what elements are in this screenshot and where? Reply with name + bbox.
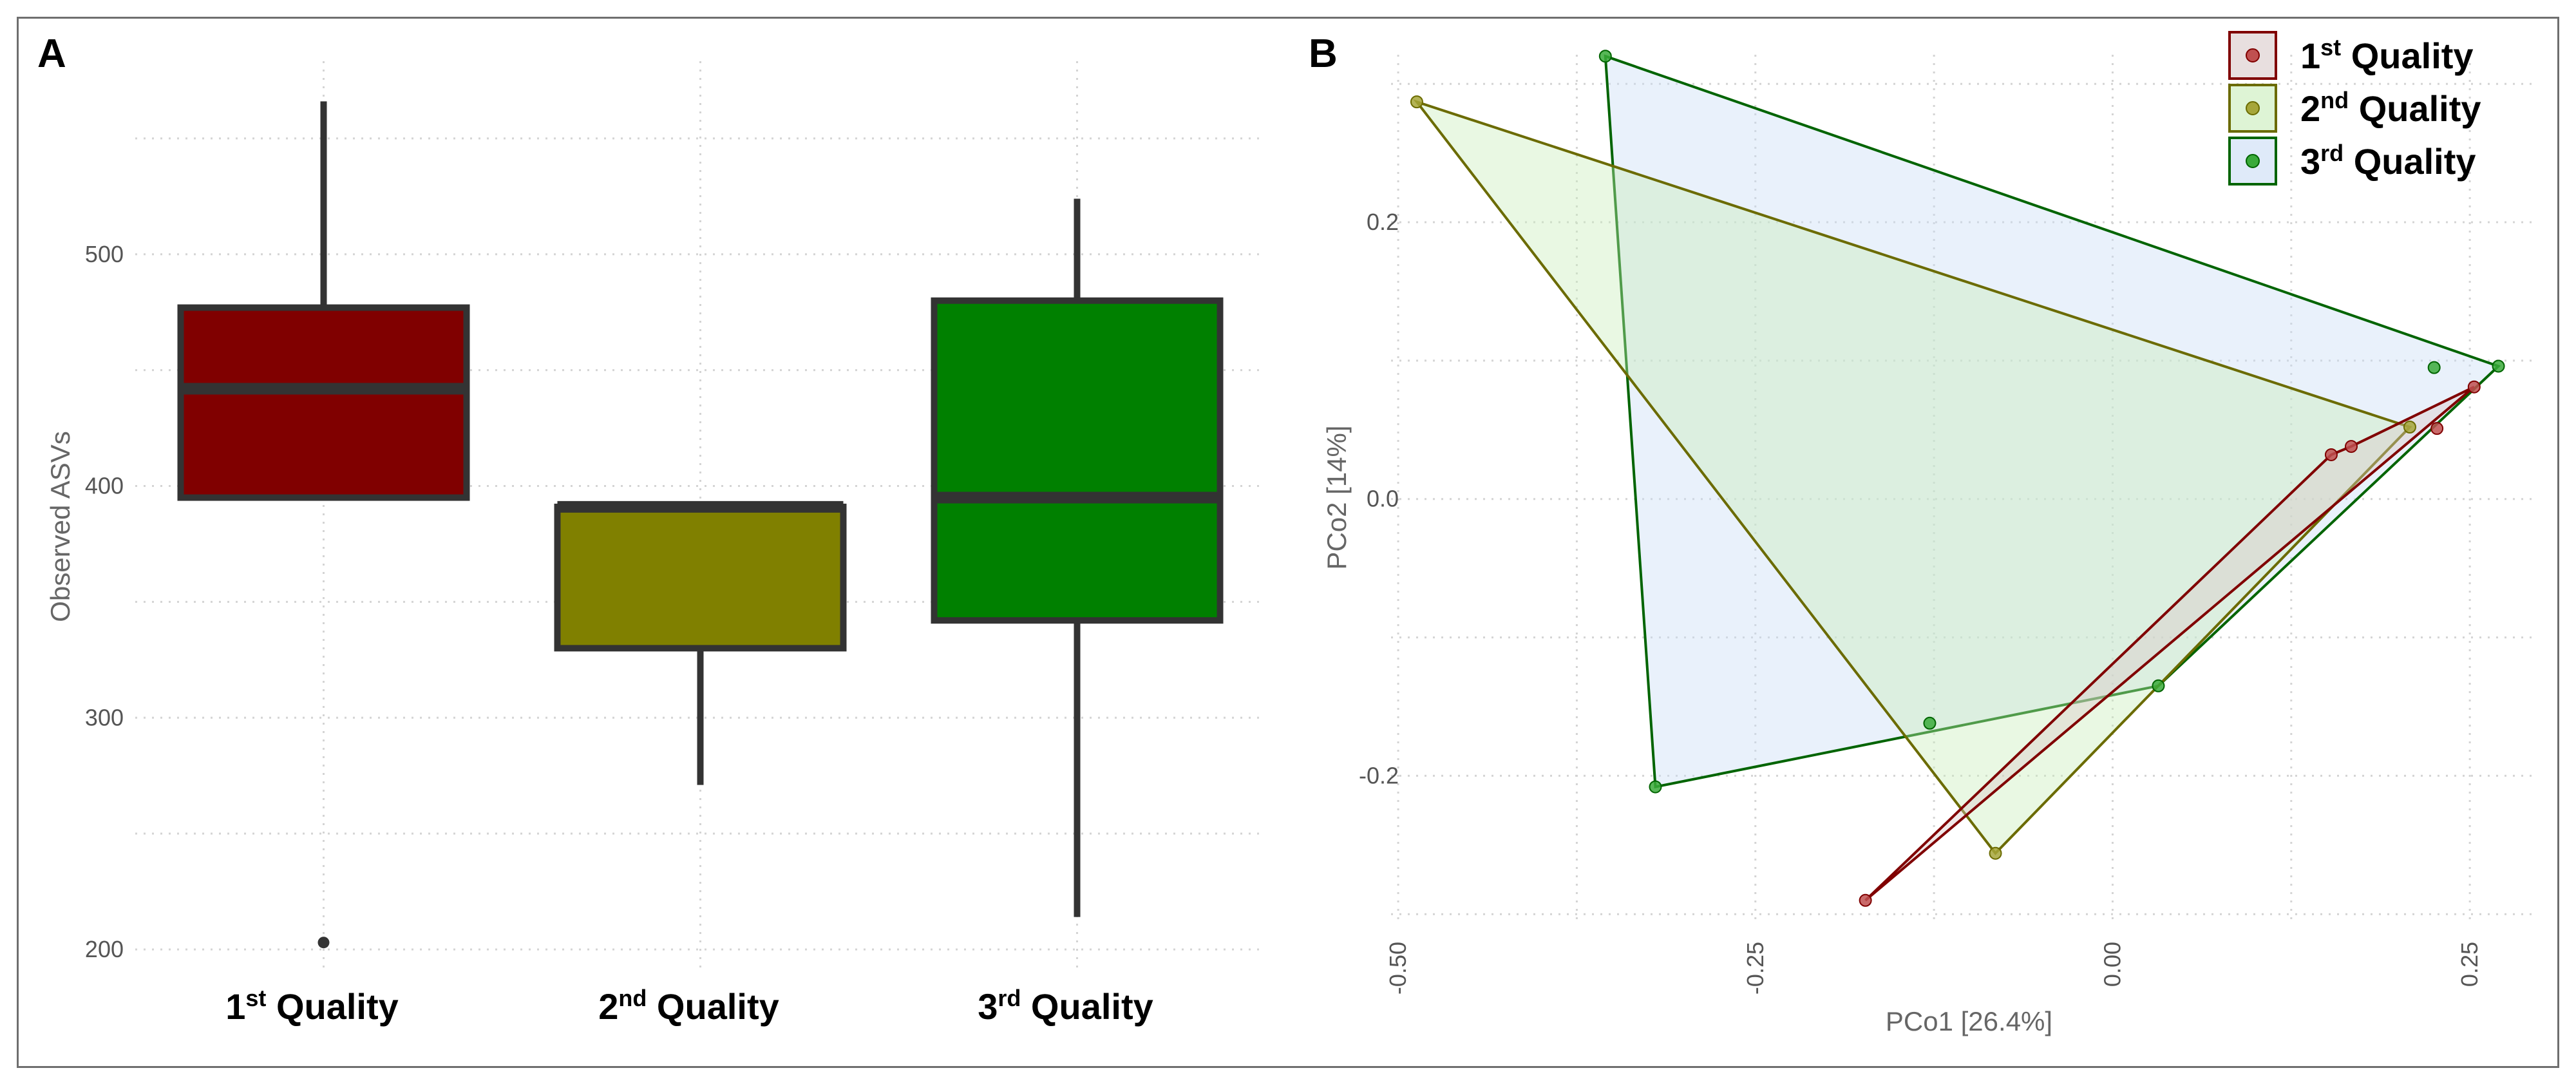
legend-key [2228,137,2277,186]
panel-b-x-axis-title: PCo1 [26.4%] [1886,1006,2052,1036]
panel-b-point [1989,846,2002,860]
panel-b-x-tick-label: -0.50 [1385,942,1411,995]
panel-b-hulls [1413,54,2501,902]
panel-a-category-label: 2nd Quality [598,985,779,1027]
panel-b-ticks: -0.2 0.0 0.2 -0.50 -0.25 0.00 0.25 [1359,209,2483,995]
panel-b-point [1859,893,1872,907]
panel-b-points [1410,50,2505,907]
box-body [931,297,1224,624]
panel-b-point [2345,440,2358,453]
figure-frame [17,17,2559,1068]
panel-b-point [2403,421,2416,434]
panel-b-point [2492,359,2505,373]
panel-a-y-axis-title: Observed ASVs [45,431,75,622]
legend-key-point [2246,48,2260,62]
legend-key-point [2246,154,2260,168]
panel-b-y-tick-label: 0.0 [1367,486,1399,512]
panel-b-point [1649,780,1662,794]
panel-b-hull [1413,99,2412,855]
panel-b-y-tick-label: -0.2 [1359,762,1399,788]
panel-a-y-ticks: 200 300 400 500 [85,241,124,962]
panel-b-y-axis-title: PCo2 [14%] [1321,425,1352,569]
legend-key [2228,31,2277,80]
panel-b: B -0.2 0.0 0.2 -0.50 -0.25 0.00 0.25 PCo1 [26.… [1309,31,2534,1036]
panel-b-x-tick-label: 0.25 [2456,942,2483,987]
panel-b-point [1598,50,1612,63]
panel-b-point [2152,679,2165,692]
panel-b-point [2467,380,2481,394]
legend-key-point [2246,101,2260,115]
panel-b-point [2430,422,2444,435]
panel-a-category-label: 1st Quality [225,985,399,1027]
legend-label: 1st Quality [2300,34,2474,76]
panel-a-letter: A [37,32,66,76]
panel-a-category-label: 3rd Quality [978,985,1153,1027]
panel-a-y-tick-label: 200 [85,936,124,962]
panel-b-point [1410,95,1423,109]
legend-label: 3rd Quality [2300,140,2476,182]
panel-b-grid [1391,55,2534,921]
panel-b-y-tick-label: 0.2 [1367,209,1399,235]
panel-a-boxes [177,101,1224,949]
box-body [177,304,470,501]
panel-b-letter: B [1309,32,1338,76]
legend-label: 2nd Quality [2300,87,2481,129]
panel-a-y-tick-label: 300 [85,704,124,730]
panel-b-point [2427,361,2441,374]
box-outlier-point [317,937,330,949]
panel-a-y-tick-label: 500 [85,241,124,267]
panel-b-x-tick-label: -0.25 [1742,942,1768,995]
panel-a-category-labels: 1st Quality 2nd Quality 3rd Quality [225,985,1153,1027]
panel-b-legend: 1st Quality 2nd Quality 3rd Quality [2228,31,2481,186]
panel-b-point [1923,716,1937,730]
panel-b-x-tick-label: 0.00 [2099,942,2125,987]
panel-a-y-tick-label: 400 [85,473,124,499]
panel-a: A 200 300 400 500 Observed ASVs 1st Quality… [37,32,1265,1027]
panel-b-point [2324,448,2338,461]
box-body [554,503,847,652]
